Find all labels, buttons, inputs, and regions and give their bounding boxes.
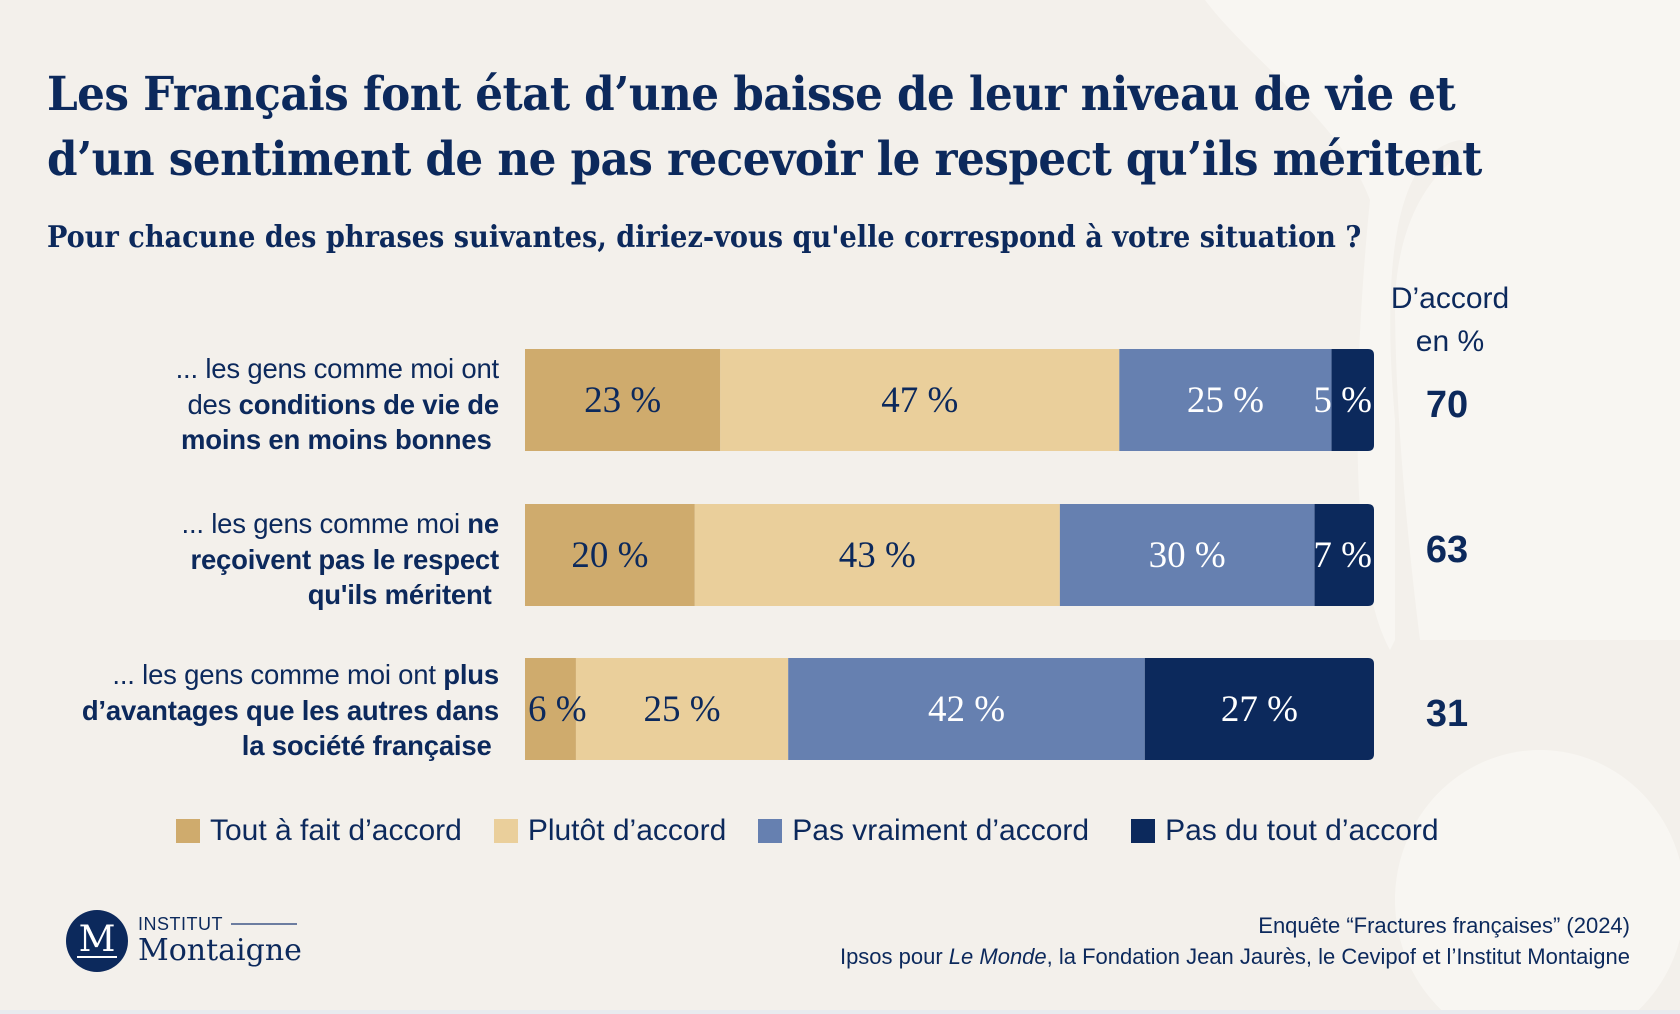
institut-montaigne-logo: M INSTITUT Montaigne (66, 910, 302, 972)
bar-segment (1314, 504, 1374, 606)
legend-label: Plutôt d’accord (527, 814, 727, 847)
question-mark-dot (1395, 750, 1680, 1014)
row-label-text: ... les gens comme moi ont (112, 659, 444, 690)
source-line-2-post: , la Fondation Jean Jaurès, le Cevipof e… (1046, 944, 1630, 969)
bar-row: 23 % 47 % 25 % 5 % 70 (525, 349, 1468, 451)
legend-swatch-icon (176, 819, 200, 843)
bar-segments (525, 504, 1374, 606)
row-label-text: ... les gens comme moi (181, 508, 468, 539)
logo-wordmark: INSTITUT Montaigne (138, 914, 302, 968)
bar-value-label: 6 % (528, 689, 587, 730)
chart-title-line-1: Les Français font état d’une baisse de l… (47, 67, 1456, 122)
row-label: ... les gens comme moi ont plus d’avantag… (82, 657, 499, 764)
bar-segment (1059, 504, 1315, 606)
source-line-1: Enquête “Fractures françaises” (2024) (1258, 913, 1630, 938)
totals-column-header: D’accord en % (1385, 277, 1515, 363)
bar-segment (720, 349, 1120, 451)
legend-item: Tout à fait d’accord (176, 814, 462, 848)
bar-value-label: 5 % (1313, 380, 1372, 421)
row-label-text: des (187, 388, 239, 420)
row-label-line: reçoivent pas le respect (182, 542, 499, 578)
bar-value-label: 25 % (1187, 380, 1264, 421)
source-publication: Le Monde (948, 944, 1047, 969)
row-label-emphasis: plus (443, 659, 499, 690)
row-label-line: moins en moins bonnes (176, 422, 499, 458)
bar-segment (1119, 349, 1332, 451)
logo-line-1: INSTITUT (138, 914, 302, 934)
row-label-emphasis: reçoivent pas le respect (190, 543, 499, 575)
legend-swatch-icon (758, 819, 783, 843)
legend-label: Tout à fait d’accord (210, 814, 462, 847)
legend-swatch-icon (1131, 819, 1156, 843)
row-label-emphasis: conditions de vie de (238, 388, 500, 420)
chart-legend: Tout à fait d’accord Plutôt d’accord Pas v… (176, 814, 1439, 848)
logo-line-2: Montaigne (138, 933, 302, 968)
bar-segment (575, 658, 789, 760)
bar-value-label: 23 % (584, 380, 661, 421)
agree-total-value: 31 (1426, 693, 1468, 735)
row-label-emphasis: d’avantages que les autres dans (81, 694, 499, 726)
bar-value-label: 42 % (928, 689, 1005, 730)
row-label-line: d’avantages que les autres dans (82, 693, 499, 729)
legend-item: Plutôt d’accord (493, 814, 727, 848)
row-label-text: ... les gens comme moi ont (175, 353, 500, 384)
bar-value-label: 25 % (644, 689, 721, 730)
bar-segment (525, 658, 576, 760)
agree-total-value: 70 (1426, 384, 1468, 426)
bar-segments (525, 349, 1374, 451)
row-label-line: la société française (82, 728, 499, 764)
bar-row: 6 % 25 % 42 % 27 % 31 (525, 658, 1468, 760)
bar-value-label: 27 % (1221, 689, 1298, 730)
legend-item: Pas du tout d’accord (1131, 814, 1439, 848)
bar-segment (525, 504, 695, 606)
question-mark-stem (1395, 134, 1632, 641)
row-label: ... les gens comme moi ne reçoivent pas l… (181, 506, 500, 613)
totals-header-line-1: D’accord (1390, 282, 1510, 315)
chart-subtitle: Pour chacune des phrases suivantes, diri… (47, 220, 1362, 255)
row-label-line: ... les gens comme moi ont (175, 351, 500, 387)
logo-emblem-icon: M (66, 910, 128, 972)
chart-title-line-2: d’un sentiment de ne pas recevoir le res… (47, 132, 1482, 187)
row-label-line: des conditions de vie de (176, 387, 499, 423)
source-line-2: Ipsos pour Le Monde, la Fondation Jean J… (840, 941, 1630, 972)
bar-segments (525, 658, 1374, 760)
agree-total-value: 63 (1426, 529, 1468, 571)
row-label-line: ... les gens comme moi ne (181, 506, 500, 542)
chart-title: Les Français font état d’une baisse de l… (47, 62, 1535, 192)
legend-swatch-icon (493, 819, 518, 843)
bar-value-label: 20 % (571, 535, 648, 576)
bar-value-label: 30 % (1149, 535, 1226, 576)
row-label-emphasis: qu'ils méritent (307, 579, 499, 610)
source-line-2-pre: Ipsos pour (839, 944, 949, 969)
bar-segment (525, 349, 721, 451)
logo-line-1-text: INSTITUT (138, 914, 223, 934)
bar-segment (788, 658, 1145, 760)
row-label: ... les gens comme moi ont des conditions… (175, 351, 500, 458)
bar-segment (1144, 658, 1374, 760)
bar-value-label: 7 % (1313, 535, 1372, 576)
row-label-emphasis: la société française (241, 730, 499, 761)
bar-value-label: 47 % (881, 380, 958, 421)
bar-segment (1331, 349, 1374, 451)
row-label-line: qu'ils méritent (182, 577, 499, 613)
legend-item: Pas vraiment d’accord (758, 814, 1089, 848)
legend-label: Pas vraiment d’accord (792, 814, 1090, 847)
row-label-emphasis: moins en moins bonnes (181, 424, 499, 455)
bar-row: 20 % 43 % 30 % 7 % 63 (525, 504, 1468, 606)
bottom-border (0, 1010, 1680, 1014)
source-note: Enquête “Fractures françaises” (2024) Ip… (840, 910, 1630, 972)
row-label-emphasis: ne (467, 508, 499, 539)
logo-initial: M (76, 919, 118, 960)
bar-segment (694, 504, 1060, 606)
row-label-line: ... les gens comme moi ont plus (82, 657, 499, 693)
totals-header-line-2: en % (1415, 325, 1485, 358)
legend-label: Pas du tout d’accord (1165, 814, 1439, 847)
bar-value-label: 43 % (839, 535, 916, 576)
